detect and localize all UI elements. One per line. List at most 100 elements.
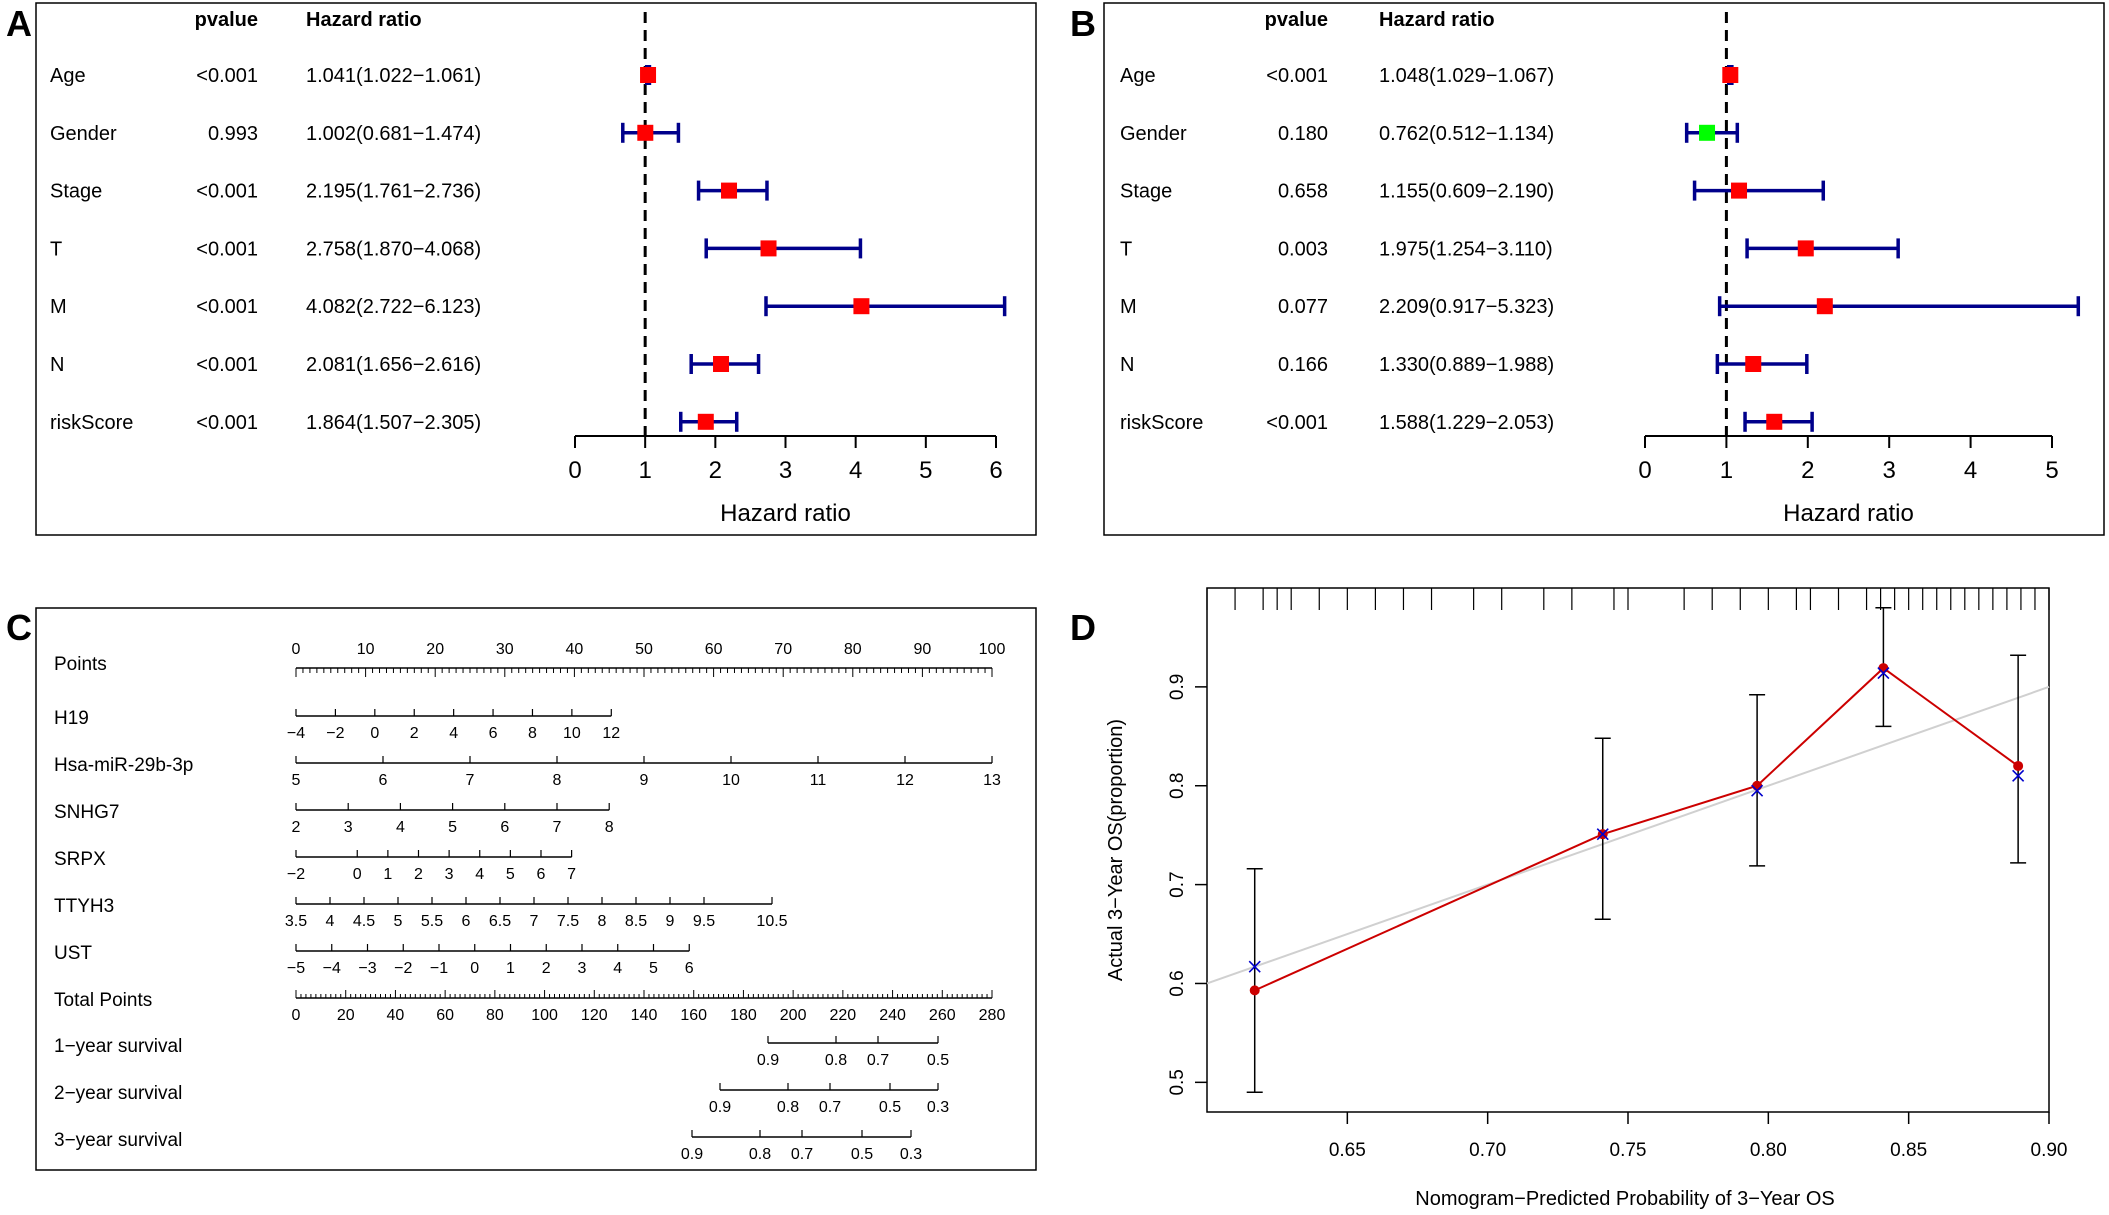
bias-corrected-marker [1248,960,1261,973]
nomogram-tick-label: 7 [553,819,562,836]
hazard-marker [637,124,654,141]
hazard-marker [853,298,870,315]
row-pvalue: 0.077 [1278,296,1328,318]
hazard-ratio-header: Hazard ratio [1379,9,1495,31]
calibration-line [1254,666,2019,992]
nomogram-tick-label: 11 [810,772,827,789]
x-axis-title: Hazard ratio [1783,500,1914,527]
nomogram-tick-label: 0.5 [851,1146,873,1163]
x-tick-label: 0 [568,457,581,484]
nomogram-tick-label: 180 [730,1007,757,1024]
x-tick-label: 0 [1638,457,1651,484]
nomogram-tick-label: 10 [357,641,375,658]
hazard-marker [1797,240,1814,257]
row-label: Age [1120,65,1156,87]
nomogram-tick-label: 0.8 [749,1146,771,1163]
nomogram-tick-label: 6.5 [489,913,511,930]
nomogram-scale-label: TTYH3 [54,896,114,917]
row-hazard-ratio: 1.041(1.022−1.061) [306,65,481,87]
nomogram-tick-label: 6 [489,725,498,742]
row-pvalue: 0.658 [1278,181,1328,203]
hazard-marker [640,67,657,83]
nomogram-tick-label: 0.9 [709,1099,731,1116]
nomogram-tick-label: 140 [631,1007,658,1024]
nomogram-scale-label: 3−year survival [54,1130,182,1151]
nomogram-tick-label: 0.5 [927,1052,949,1069]
row-pvalue: <0.001 [196,412,258,434]
panel-b-frame [1103,2,2105,536]
nomogram-tick-label: 200 [780,1007,807,1024]
panel-c-label: C [6,607,32,648]
nomogram-tick-label: 160 [680,1007,707,1024]
nomogram-tick-label: 8 [553,772,562,789]
row-pvalue: 0.003 [1278,238,1328,260]
y-tick-label: 0.6 [1167,970,1188,996]
x-tick-label: 1 [638,457,651,484]
nomogram-tick-label: 0.8 [777,1099,799,1116]
nomogram-tick-label: 40 [387,1007,405,1024]
nomogram-tick-label: 5 [506,866,515,883]
nomogram-tick-label: 20 [426,641,444,658]
x-tick-label: 0.70 [1469,1140,1506,1161]
nomogram-tick-label: 0.3 [927,1099,949,1116]
calibration-point [2013,760,2024,771]
hazard-marker [713,356,730,372]
nomogram-tick-label: 90 [914,641,932,658]
nomogram-tick-label: 0 [292,641,301,658]
nomogram-tick-label: 0.7 [791,1146,813,1163]
row-pvalue: 0.993 [208,123,258,145]
nomogram-tick-label: 5 [292,772,301,789]
nomogram-tick-label: 2 [410,725,419,742]
x-tick-label: 0.65 [1329,1140,1366,1161]
hazard-marker [1766,413,1783,430]
nomogram-tick-label: 70 [774,641,792,658]
plot-frame [1206,587,2050,1113]
bias-corrected-marker [1596,828,1609,841]
nomogram-tick-label: 2 [292,819,301,836]
nomogram-tick-label: 0.9 [757,1052,779,1069]
nomogram-tick-label: 7.5 [557,913,579,930]
nomogram-tick-label: 5.5 [421,913,443,930]
y-tick-label: 0.9 [1167,674,1188,700]
nomogram-tick-label: 10 [563,725,581,742]
hazard-marker [1699,124,1716,141]
row-label: Stage [50,181,102,203]
row-hazard-ratio: 2.195(1.761−2.736) [306,181,481,203]
row-hazard-ratio: 2.081(1.656−2.616) [306,354,481,376]
row-label: N [50,354,64,376]
nomogram-tick-label: 10.5 [756,913,787,930]
row-label: Gender [50,123,117,145]
row-pvalue: <0.001 [1266,412,1328,434]
bias-corrected-marker [2012,769,2025,782]
nomogram-tick-label: 13 [983,772,1001,789]
nomogram-tick-label: 60 [705,641,723,658]
y-tick-label: 0.5 [1167,1069,1188,1095]
forest-plot-a: pvalue Hazard ratio Age <0.001 1.041(1.022−1… [50,9,1007,527]
x-axis-title: Hazard ratio [720,500,851,527]
calibration-plot-d: 0.65 0.70 0.75 0.80 0.85 0.90 0.5 0.6 0.7 0.8 0.9 N… [1105,587,2067,1210]
nomogram-tick-label: 8 [605,819,614,836]
row-label: N [1120,354,1134,376]
nomogram-tick-label: −4 [323,960,341,977]
nomogram-tick-label: 4 [475,866,484,883]
x-tick-label: 1 [1720,457,1733,484]
nomogram-tick-label: 2 [414,866,423,883]
nomogram-tick-label: 7 [530,913,539,930]
panel-c-frame [35,607,1037,1171]
x-tick-label: 2 [1801,457,1814,484]
row-label: riskScore [1120,412,1203,434]
row-label: M [50,296,67,318]
nomogram-tick-label: 12 [602,725,620,742]
nomogram-tick-label: 3 [578,960,587,977]
x-tick-label: 2 [709,457,722,484]
x-tick-label: 5 [2045,457,2058,484]
x-tick-label: 0.75 [1610,1140,1647,1161]
hazard-marker [1745,356,1762,372]
nomogram-tick-label: 4 [326,913,335,930]
nomogram-tick-label: 0 [370,725,379,742]
x-axis-title: Nomogram−Predicted Probability of 3−Year… [1415,1188,1834,1210]
nomogram-tick-label: 80 [844,641,862,658]
row-label: Gender [1120,123,1187,145]
row-hazard-ratio: 2.209(0.917−5.323) [1379,296,1554,318]
